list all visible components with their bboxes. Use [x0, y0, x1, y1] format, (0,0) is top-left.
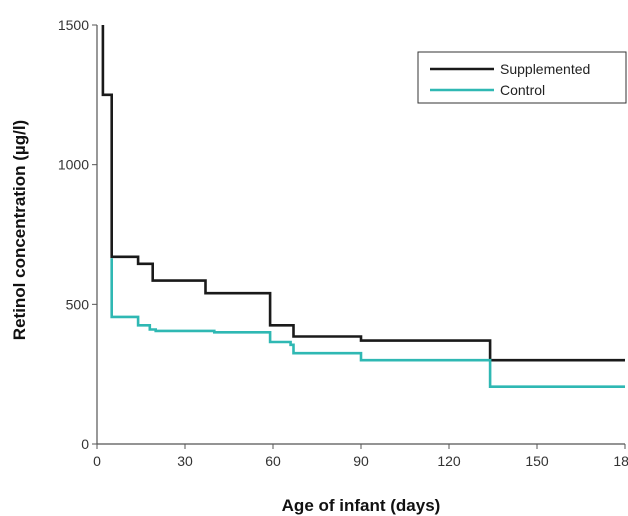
x-tick-label-120: 120 [437, 453, 461, 469]
x-tick-label-90: 90 [353, 453, 369, 469]
ticks: 0 30 60 90 120 150 180 0 500 1000 1500 [58, 17, 628, 469]
legend: Supplemented Control [417, 51, 627, 104]
x-tick-label-30: 30 [177, 453, 193, 469]
series-line-control [110, 258, 625, 389]
series-group [101, 25, 625, 389]
x-axis-title: Age of infant (days) [282, 496, 441, 515]
x-tick-label-180: 180 [613, 453, 628, 469]
legend-label-control: Control [500, 82, 545, 98]
x-tick-label-0: 0 [93, 453, 101, 469]
legend-label-supplemented: Supplemented [500, 61, 590, 77]
x-tick-label-150: 150 [525, 453, 549, 469]
y-tick-label-500: 500 [66, 296, 90, 312]
y-tick-label-1500: 1500 [58, 17, 89, 33]
y-tick-label-0: 0 [81, 436, 89, 452]
series-line-supplemented [101, 25, 625, 362]
legend-box [417, 51, 627, 104]
x-tick-label-60: 60 [265, 453, 281, 469]
y-tick-label-1000: 1000 [58, 157, 89, 173]
y-axis-title: Retinol concentration (µg/l) [10, 120, 29, 340]
